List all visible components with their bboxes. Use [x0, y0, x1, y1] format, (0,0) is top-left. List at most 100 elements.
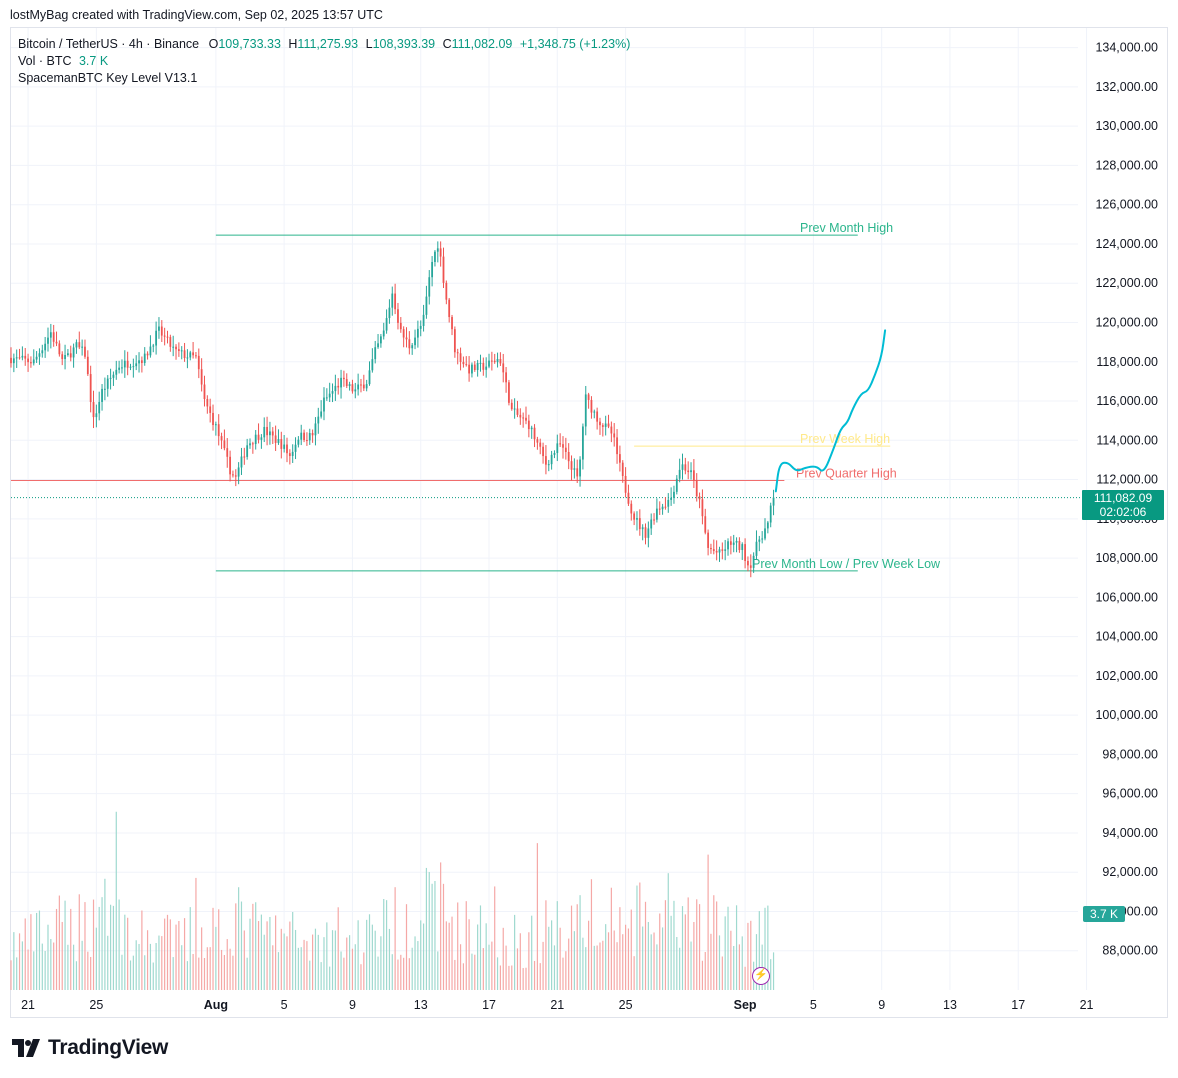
- candle-body: [155, 330, 158, 346]
- candle-body: [140, 360, 143, 364]
- candle-body: [234, 475, 237, 477]
- price-tick-label: 122,000.00: [1095, 276, 1158, 290]
- candle-body: [479, 362, 482, 364]
- candle-body: [673, 491, 675, 498]
- candle-body: [473, 364, 476, 370]
- candle-body: [624, 475, 627, 493]
- candle-body: [98, 401, 101, 414]
- candle-body: [257, 434, 260, 440]
- candle-body: [670, 497, 673, 500]
- key-level-label: Prev Month High: [800, 221, 893, 235]
- candle-body: [732, 542, 735, 545]
- candle-body: [121, 367, 123, 369]
- high-value: 111,275.93: [297, 37, 359, 51]
- candle-body: [619, 454, 621, 463]
- time-tick-label: 25: [89, 998, 103, 1012]
- tradingview-wordmark: TradingView: [48, 1036, 169, 1059]
- candle-body: [701, 499, 704, 517]
- candle-body: [735, 540, 738, 543]
- price-tick-label: 98,000.00: [1102, 747, 1158, 761]
- price-tick-label: 116,000.00: [1096, 394, 1158, 408]
- candle-body: [559, 443, 562, 445]
- candle-body: [377, 343, 379, 348]
- candle-body: [49, 332, 52, 338]
- candle-body: [371, 359, 374, 371]
- candle-body: [129, 366, 132, 368]
- candle-body: [12, 358, 15, 364]
- candle-body: [229, 456, 231, 475]
- candle-body: [590, 399, 593, 413]
- price-tick-label: 128,000.00: [1095, 158, 1158, 172]
- candle-body: [41, 350, 44, 354]
- time-tick-label: Aug: [204, 998, 228, 1012]
- low-label: L: [365, 37, 373, 51]
- candle-body: [755, 541, 758, 556]
- candle-body: [109, 377, 112, 379]
- candle-body: [172, 346, 175, 348]
- candle-body: [434, 251, 436, 262]
- price-axis: 134,000.00 132,000.00 130,000.00 128,000.00…: [1095, 41, 1158, 958]
- candle-body: [471, 364, 473, 374]
- price-tick-label: 124,000.00: [1095, 237, 1158, 251]
- symbol-title[interactable]: Bitcoin / TetherUS · 4h · Binance: [18, 37, 200, 51]
- volume-row: Vol · BTC 3.7 K: [18, 53, 630, 70]
- candle-body: [112, 374, 115, 378]
- candle-body: [331, 391, 334, 394]
- volume-label[interactable]: Vol · BTC: [18, 54, 72, 68]
- candle-body: [582, 426, 584, 460]
- candle-body: [661, 506, 664, 510]
- candle-body: [436, 248, 439, 252]
- candle-body: [707, 532, 710, 548]
- candle-body: [621, 462, 624, 476]
- price-tick-label: 132,000.00: [1095, 80, 1158, 94]
- candle-body: [442, 256, 445, 283]
- volume-bars: [10, 811, 775, 990]
- candle-body: [135, 363, 138, 367]
- candle-body: [738, 540, 741, 551]
- candle-body: [428, 277, 431, 297]
- candle-body: [593, 411, 596, 413]
- price-tick-label: 134,000.00: [1095, 41, 1158, 55]
- candle-body: [764, 528, 766, 539]
- candle-body: [274, 435, 277, 443]
- candle-body: [744, 544, 746, 561]
- candle-body: [681, 464, 684, 470]
- candle-body: [115, 369, 118, 375]
- candle-body: [562, 444, 564, 448]
- candle-body: [587, 394, 590, 400]
- tradingview-logo[interactable]: TradingView: [12, 1036, 168, 1060]
- time-tick-label: 5: [281, 998, 288, 1012]
- candle-body: [362, 384, 365, 389]
- candle-body: [573, 468, 576, 470]
- projection-curve: [774, 329, 887, 493]
- candle-body: [52, 332, 55, 342]
- candle-body: [237, 467, 240, 477]
- candle-body: [189, 352, 192, 358]
- candle-body: [599, 421, 601, 426]
- candle-body: [217, 424, 220, 437]
- candle-body: [308, 433, 311, 441]
- candle-body: [402, 329, 405, 338]
- candle-body: [556, 443, 559, 454]
- candle-body: [510, 402, 513, 410]
- candle-body: [758, 539, 761, 542]
- candle-body: [365, 384, 368, 389]
- candle-body: [146, 353, 149, 356]
- candle-body: [453, 329, 456, 353]
- lightning-icon[interactable]: ⚡: [752, 967, 770, 985]
- candle-body: [35, 356, 38, 360]
- candle-body: [505, 372, 507, 383]
- candle-body: [203, 384, 206, 400]
- candle-body: [206, 399, 209, 407]
- candle-body: [476, 363, 479, 370]
- candle-body: [519, 414, 522, 418]
- candle-body: [325, 397, 328, 399]
- candle-body: [132, 366, 135, 368]
- candle-body: [684, 464, 687, 471]
- candle-body: [106, 378, 109, 389]
- candle-body: [160, 326, 163, 336]
- indicator-name[interactable]: SpacemanBTC Key Level V13.1: [18, 71, 198, 85]
- candle-body: [123, 360, 126, 368]
- candle-body: [263, 426, 266, 438]
